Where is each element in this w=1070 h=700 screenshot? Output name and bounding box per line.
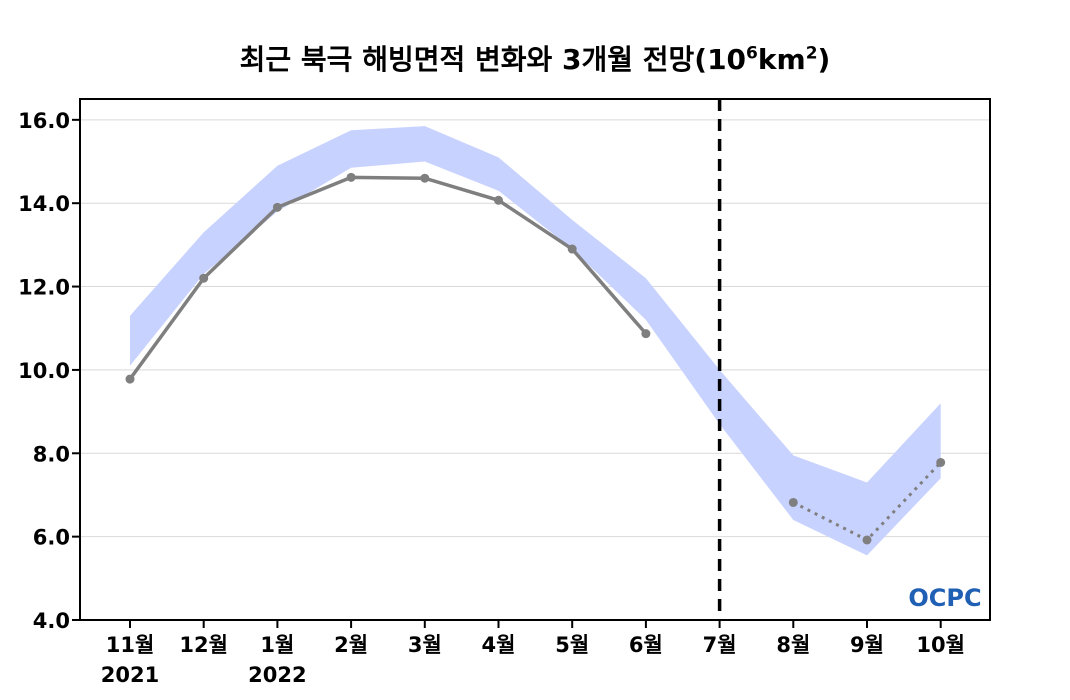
observed-point bbox=[272, 202, 282, 212]
x-tick-label: 7월 bbox=[703, 633, 737, 657]
series-layer bbox=[125, 172, 946, 545]
x-tick-label: 8월 bbox=[776, 633, 810, 657]
logo-text: OCPC bbox=[908, 584, 981, 612]
y-tick-label: 12.0 bbox=[18, 276, 70, 300]
x-year-label: 2022 bbox=[248, 663, 306, 687]
x-tick-label: 1월 bbox=[260, 633, 294, 657]
forecast-point bbox=[936, 457, 946, 467]
x-tick-label: 4월 bbox=[482, 633, 516, 657]
x-tick-label: 10월 bbox=[916, 633, 965, 657]
observed-point bbox=[346, 172, 356, 182]
axes: 4.0 6.0 8.0 10.0 12.0 14.0 16.0 11월 2021 12월 1월 202… bbox=[18, 98, 991, 687]
x-year-label: 2021 bbox=[101, 663, 159, 687]
observed-point bbox=[420, 173, 430, 183]
title-unit: km bbox=[757, 43, 806, 76]
forecast-point bbox=[862, 535, 872, 545]
x-tick-label: 9월 bbox=[850, 633, 884, 657]
x-tick-label: 3월 bbox=[408, 633, 442, 657]
x-tick-label: 6월 bbox=[629, 633, 663, 657]
y-tick-label: 16.0 bbox=[18, 109, 70, 133]
ocpc-logo: OCPC bbox=[908, 584, 981, 612]
forecast-band-layer bbox=[130, 126, 941, 556]
observed-point bbox=[641, 329, 651, 339]
plot-frame bbox=[79, 98, 991, 621]
x-tick-label: 11월 bbox=[106, 633, 155, 657]
title-sup-2: 2 bbox=[805, 43, 818, 64]
title-sup-6: 6 bbox=[746, 43, 758, 64]
forecast-point bbox=[788, 497, 798, 507]
title-end: ) bbox=[817, 43, 831, 76]
x-tick-label: 12월 bbox=[179, 633, 228, 657]
observed-point bbox=[125, 374, 135, 384]
gridlines bbox=[80, 119, 990, 538]
forecast-range-band bbox=[130, 126, 941, 556]
y-tick-label: 4.0 bbox=[33, 609, 70, 633]
chart-title: 최근 북극 해빙면적 변화와 3개월 전망(106km2) bbox=[0, 38, 1070, 78]
y-tick-label: 8.0 bbox=[33, 442, 70, 466]
observed-point bbox=[199, 273, 209, 283]
observed-point bbox=[494, 195, 503, 205]
x-tick-label: 2월 bbox=[334, 633, 368, 657]
x-tick-label: 5월 bbox=[555, 633, 589, 657]
observed-point bbox=[567, 244, 577, 254]
y-tick-label: 14.0 bbox=[18, 192, 70, 216]
title-main: 최근 북극 해빙면적 변화와 3개월 전망(10 bbox=[239, 43, 747, 76]
y-tick-label: 6.0 bbox=[33, 526, 70, 550]
y-tick-label: 10.0 bbox=[18, 359, 70, 383]
observed-line bbox=[128, 175, 648, 381]
